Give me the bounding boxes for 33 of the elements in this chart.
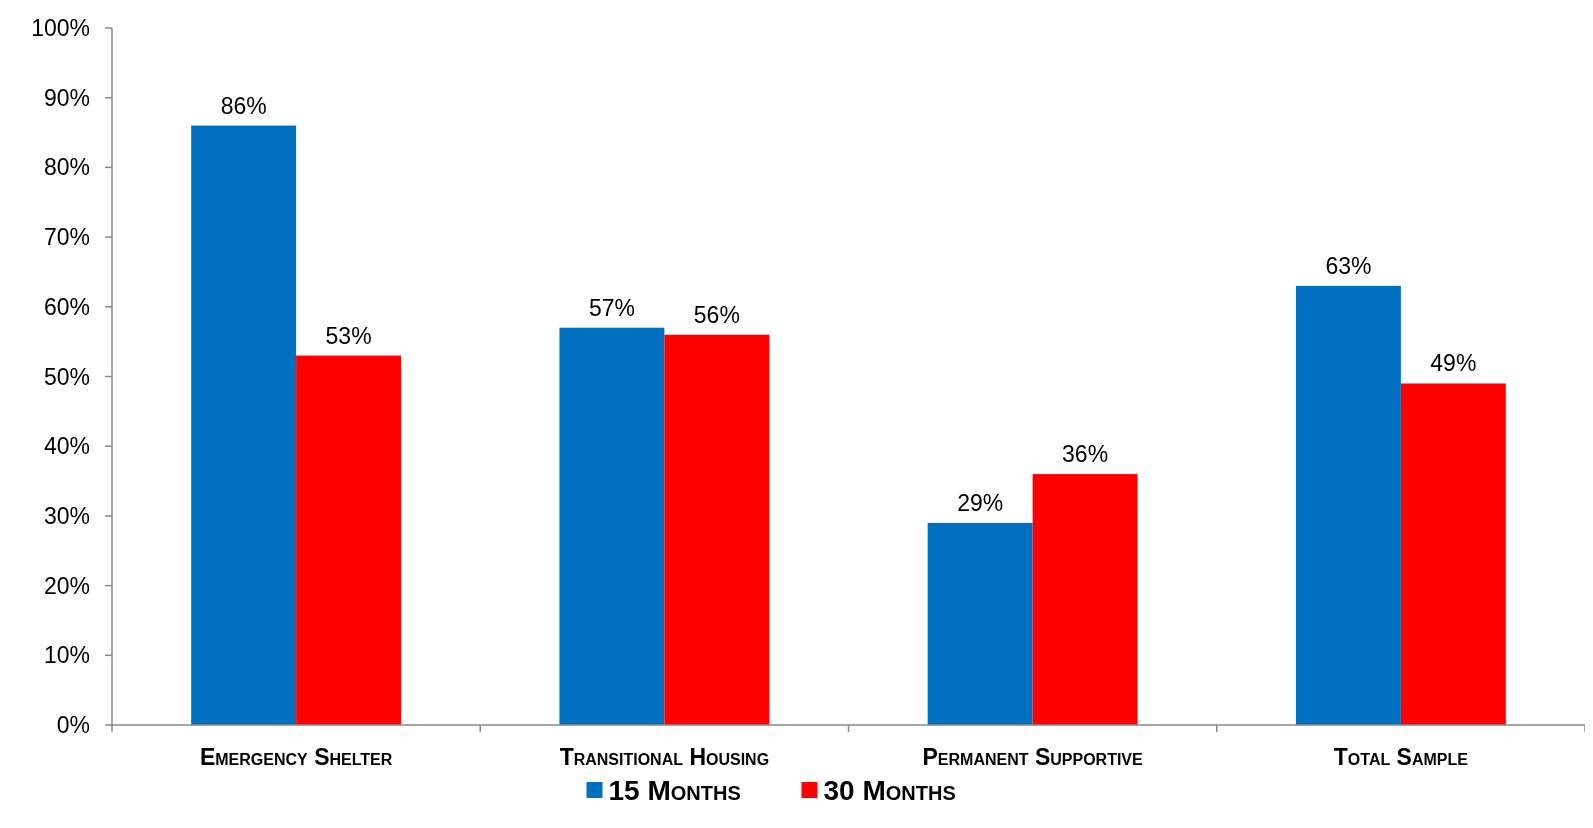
bar [191,125,297,725]
bar [927,522,1033,725]
x-tick-label: Emergency Shelter [199,744,393,770]
x-tick-label: Total Sample [1333,744,1469,770]
y-tick-label: 90% [43,84,90,111]
text: 36% [1062,441,1109,468]
text: 63% [1325,252,1372,279]
bar [664,334,770,725]
y-tick-label: 100% [31,15,90,42]
y-tick-label: 10% [43,642,90,669]
text: 53% [325,322,372,349]
x-tick-label: Permanent Supportive [922,744,1144,770]
y-tick-label: 40% [43,433,90,460]
text: 49% [1430,350,1477,377]
bar [1295,285,1401,725]
y-tick-label: 20% [43,572,90,599]
bar [1400,383,1506,725]
text: 56% [693,301,740,328]
text: 29% [957,489,1004,516]
bar [296,355,402,725]
text: 86% [220,92,267,119]
y-tick-label: 0% [56,712,90,739]
y-tick-label: 60% [43,293,90,320]
x-tick-label: Transitional Housing [559,744,770,770]
y-tick-label: 30% [43,502,90,529]
y-tick-label: 50% [43,363,90,390]
legend-label: 30 Months [823,775,956,806]
text: 57% [588,294,635,321]
y-tick-label: 80% [43,154,90,181]
y-tick-label: 70% [43,224,90,251]
bar [559,327,665,725]
bar [1032,474,1138,725]
legend-label: 15 Months [608,775,741,806]
